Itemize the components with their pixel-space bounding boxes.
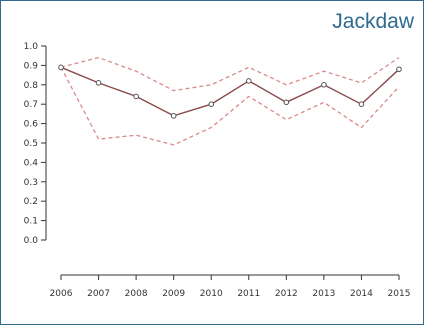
data-point	[283, 99, 290, 106]
series-line-upper	[60, 56, 400, 92]
x-tick-label: 2012	[275, 289, 298, 299]
series-line-lower	[60, 66, 400, 146]
data-point	[245, 78, 252, 84]
data-point	[133, 93, 139, 100]
data-point	[58, 64, 64, 71]
y-tick-label: 0.1	[24, 217, 38, 227]
y-tick-label: 0.6	[24, 120, 39, 130]
x-tick-label: 2006	[50, 289, 73, 299]
x-tick-label: 2013	[312, 289, 335, 299]
data-point	[321, 82, 327, 88]
y-tick-label: 0.5	[24, 139, 38, 149]
y-tick-label: 0.9	[24, 61, 39, 71]
x-tick-label: 2014	[350, 289, 373, 299]
x-tick-label: 2015	[388, 289, 411, 299]
chart-title: Jackdaw	[332, 10, 414, 33]
y-tick-label: 0.7	[24, 100, 38, 110]
y-tick-label: 0.3	[24, 178, 38, 188]
data-point	[95, 80, 102, 86]
data-point	[358, 101, 365, 107]
data-point	[208, 101, 215, 107]
x-tick-label: 2008	[125, 289, 148, 299]
x-tick-label: 2009	[162, 289, 185, 299]
y-tick-label: 0.0	[24, 236, 39, 246]
y-tick-label: 0.2	[24, 197, 38, 207]
y-tick-label: 0.4	[24, 158, 39, 168]
data-point	[396, 66, 402, 73]
series-line-estimate	[60, 66, 400, 117]
x-tick-label: 2011	[237, 289, 260, 299]
data-point	[170, 113, 177, 119]
x-tick-label: 2007	[87, 289, 110, 299]
y-tick-label: 1.0	[24, 42, 39, 52]
y-tick-label: 0.8	[24, 81, 39, 91]
x-tick-label: 2010	[200, 289, 223, 299]
